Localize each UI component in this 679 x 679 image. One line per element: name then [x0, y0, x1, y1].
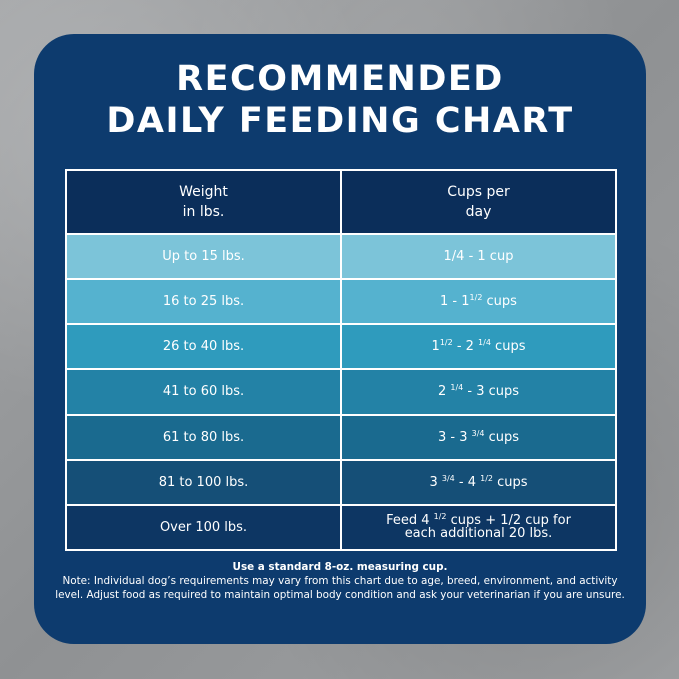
table-header-row: Weight in lbs. Cups per day: [65, 169, 617, 235]
table-row: 41 to 60 lbs. 2 1/4 - 3 cups: [65, 368, 617, 416]
cups-cell: Feed 4 1/2 cups + 1/2 cup for each additi…: [340, 503, 617, 552]
table-row: 16 to 25 lbs. 1 - 11/2 cups: [65, 278, 617, 326]
weight-cell: Over 100 lbs.: [65, 503, 342, 552]
weight-column-header: Weight in lbs.: [65, 169, 342, 235]
weight-cell: 81 to 100 lbs.: [65, 458, 342, 506]
title-line-1: RECOMMENDED: [176, 59, 504, 99]
weight-cell: 26 to 40 lbs.: [65, 323, 342, 371]
cups-cell: 1 - 11/2 cups: [340, 278, 617, 326]
feeding-table: Weight in lbs. Cups per day Up to 15 lbs…: [65, 169, 617, 552]
disclaimer-note: Note: Individual dog’s requirements may …: [55, 575, 625, 601]
cups-column-header: Cups per day: [340, 169, 617, 235]
cups-cell: 3 - 3 3/4 cups: [340, 413, 617, 461]
table-row: 26 to 40 lbs. 11/2 - 2 1/4 cups: [65, 323, 617, 371]
title-line-2: DAILY FEEDING CHART: [106, 101, 574, 141]
table-row: Up to 15 lbs. 1/4 - 1 cup: [65, 232, 617, 281]
cups-cell: 11/2 - 2 1/4 cups: [340, 323, 617, 371]
weight-cell: 16 to 25 lbs.: [65, 278, 342, 326]
footer-note: Use a standard 8-oz. measuring cup. Note…: [54, 560, 626, 602]
chart-title: RECOMMENDED DAILY FEEDING CHART: [34, 58, 646, 142]
cups-cell: 1/4 - 1 cup: [340, 232, 617, 281]
table-row: 81 to 100 lbs. 3 3/4 - 4 1/2 cups: [65, 458, 617, 506]
cups-cell: 3 3/4 - 4 1/2 cups: [340, 458, 617, 506]
measuring-cup-note: Use a standard 8-oz. measuring cup.: [232, 561, 448, 573]
table-row: 61 to 80 lbs. 3 - 3 3/4 cups: [65, 413, 617, 461]
table-row: Over 100 lbs. Feed 4 1/2 cups + 1/2 cup …: [65, 503, 617, 552]
weight-cell: 41 to 60 lbs.: [65, 368, 342, 416]
weight-cell: 61 to 80 lbs.: [65, 413, 342, 461]
weight-cell: Up to 15 lbs.: [65, 232, 342, 281]
feeding-chart-card: RECOMMENDED DAILY FEEDING CHART Weight i…: [34, 34, 646, 644]
cups-cell: 2 1/4 - 3 cups: [340, 368, 617, 416]
